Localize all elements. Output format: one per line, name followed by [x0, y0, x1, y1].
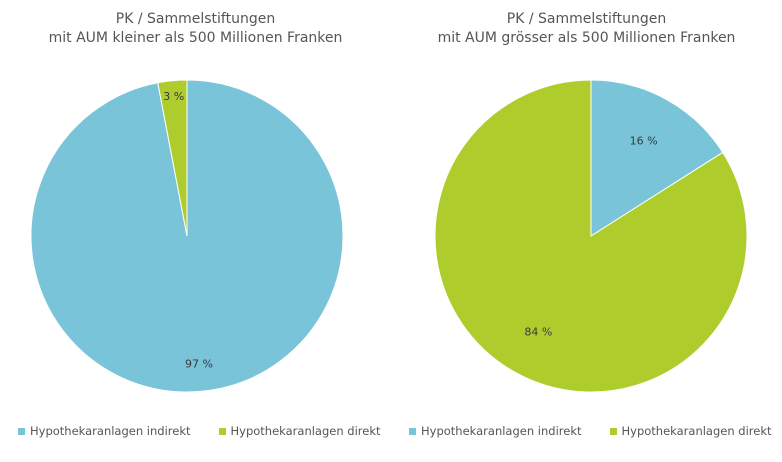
pie-chart: 97 % 3 %	[30, 79, 344, 393]
chart-panel-small-aum: PK / Sammelstiftungen mit AUM kleiner al…	[0, 10, 391, 438]
chart-title-line-1: PK / Sammelstiftungen	[115, 11, 276, 27]
pie-slice-label-direkt: 84 %	[524, 326, 552, 339]
chart-title-line-2: mit AUM grösser als 500 Millionen Franke…	[437, 30, 736, 46]
legend: Hypothekaranlagen indirekt Hypothekaranl…	[18, 424, 409, 438]
chart-title-line-1: PK / Sammelstiftungen	[506, 11, 667, 27]
chart-panel-large-aum: PK / Sammelstiftungen mit AUM grösser al…	[391, 0, 782, 462]
legend-swatch-indirekt	[409, 427, 416, 435]
legend-item-direkt: Hypothekaranlagen direkt	[218, 424, 381, 438]
legend-item-indirekt: Hypothekaranlagen indirekt	[409, 424, 582, 438]
legend: Hypothekaranlagen indirekt Hypothekaranl…	[409, 424, 782, 438]
legend-label-indirekt: Hypothekaranlagen indirekt	[30, 424, 191, 438]
legend-swatch-indirekt	[18, 427, 25, 435]
chart-title: PK / Sammelstiftungen mit AUM grösser al…	[391, 10, 782, 48]
legend-item-direkt: Hypothekaranlagen direkt	[609, 424, 772, 438]
pie-chart: 16 % 84 %	[434, 79, 748, 393]
chart-title: PK / Sammelstiftungen mit AUM kleiner al…	[0, 10, 391, 48]
legend-label-indirekt: Hypothekaranlagen indirekt	[421, 424, 582, 438]
pie-slice-label-indirekt: 97 %	[185, 357, 213, 370]
legend-swatch-direkt	[218, 427, 226, 435]
pie-slice-direkt	[157, 79, 188, 237]
pie-slice-direkt	[434, 79, 748, 393]
legend-swatch-direkt	[609, 427, 617, 435]
pie-slice-indirekt	[590, 79, 724, 237]
pie-slice-label-indirekt: 16 %	[630, 134, 658, 147]
pie-slice-label-direkt: 3 %	[163, 90, 184, 103]
legend-label-direkt: Hypothekaranlagen direkt	[621, 424, 772, 438]
legend-item-indirekt: Hypothekaranlagen indirekt	[18, 424, 191, 438]
legend-label-direkt: Hypothekaranlagen direkt	[230, 424, 381, 438]
chart-title-line-2: mit AUM kleiner als 500 Millionen Franke…	[48, 30, 343, 46]
